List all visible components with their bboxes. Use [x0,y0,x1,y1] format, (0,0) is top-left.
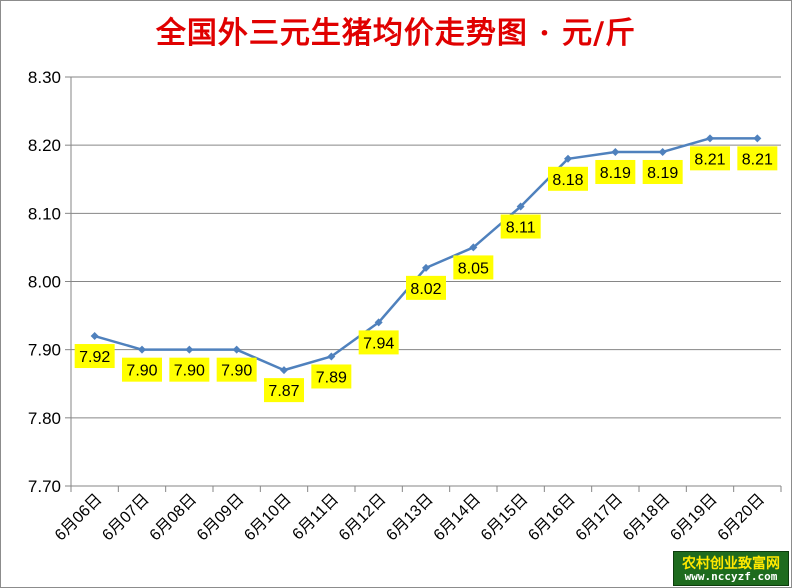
watermark-logo: 农村创业致富网 www.nccyzf.com [673,551,789,586]
x-tick-label: 6月16日 [525,491,579,545]
data-label: 7.90 [126,363,157,380]
data-label-box [122,357,162,382]
axes [65,76,782,492]
data-label: 7.87 [268,383,299,400]
x-tick-label: 6月13日 [383,491,437,545]
series-line [90,134,762,375]
x-tick-label: 6月20日 [715,491,769,545]
data-label-box [500,214,541,239]
data-point [374,318,383,327]
data-label: 8.19 [647,165,678,182]
y-tick-label: 8.00 [28,273,61,292]
data-label: 8.05 [458,260,489,277]
y-tick-label: 8.10 [28,204,61,223]
chart-title: 全国外三元生猪均价走势图 · 元/斤 [155,16,637,51]
x-tick-label: 6月07日 [99,491,153,545]
x-tick-label: 6月15日 [478,491,532,545]
data-label-box [595,159,636,184]
data-point [564,154,572,163]
x-tick-labels: 6月06日6月07日6月08日6月09日6月10日6月11日6月12日6月13日… [52,491,768,545]
y-tick-label: 7.80 [28,409,61,428]
data-point [185,345,194,354]
data-label: 7.94 [363,335,394,352]
data-point [706,134,714,143]
data-label: 7.90 [221,363,252,380]
data-point [516,202,525,211]
data-label-box [406,275,446,300]
x-tick-label: 6月14日 [431,491,485,545]
data-label-box [358,330,399,355]
data-label: 8.19 [600,165,631,182]
data-point [611,147,620,156]
data-label: 8.18 [552,172,583,189]
data-label: 7.92 [79,349,110,366]
data-label-box [74,344,115,369]
x-tick-label: 6月09日 [194,491,248,545]
data-label-box [311,364,352,389]
x-tick-label: 6月10日 [241,491,295,545]
data-point [327,352,336,361]
data-label: 8.11 [506,220,536,237]
data-point [232,345,241,354]
x-tick-label: 6月18日 [620,491,674,545]
x-tick-label: 6月08日 [147,491,201,545]
data-label-box [264,378,304,403]
data-label: 7.90 [174,363,205,380]
x-tick-label: 6月06日 [52,491,106,545]
data-point [422,263,430,272]
y-tick-labels: 7.70 7.80 7.90 8.00 8.10 8.20 8.30 [28,68,61,496]
data-labels: 7.92 7.90 7.90 7.90 7.87 7.89 7.94 8.02 8.05 8.11… [74,146,778,403]
data-point [138,345,146,354]
y-tick-label: 8.20 [28,136,61,155]
data-label: 8.21 [694,151,725,168]
y-tick-label: 7.70 [28,477,61,496]
data-label-box [548,166,588,191]
x-tick-label: 6月11日 [289,491,342,544]
watermark-url: www.nccyzf.com [684,570,778,583]
data-label-box [737,146,778,171]
x-tick-label: 6月17日 [573,491,627,545]
data-label-box [690,146,730,171]
data-point [658,147,667,156]
data-label-box [216,357,257,382]
data-point [280,366,288,375]
data-label-box [169,357,210,382]
data-point [469,243,478,252]
x-tick-label: 6月19日 [667,491,721,545]
x-tick-label: 6月12日 [336,491,390,545]
y-tick-label: 7.90 [28,341,61,360]
data-point [90,332,99,341]
data-label-box [642,159,683,184]
data-label: 8.21 [742,151,773,168]
data-label: 8.02 [410,281,441,298]
data-point [753,134,762,143]
watermark-name: 农村创业致富网 [682,556,780,572]
y-tick-label: 8.30 [28,68,61,87]
data-label: 7.89 [316,369,347,386]
data-label-box [453,255,494,280]
